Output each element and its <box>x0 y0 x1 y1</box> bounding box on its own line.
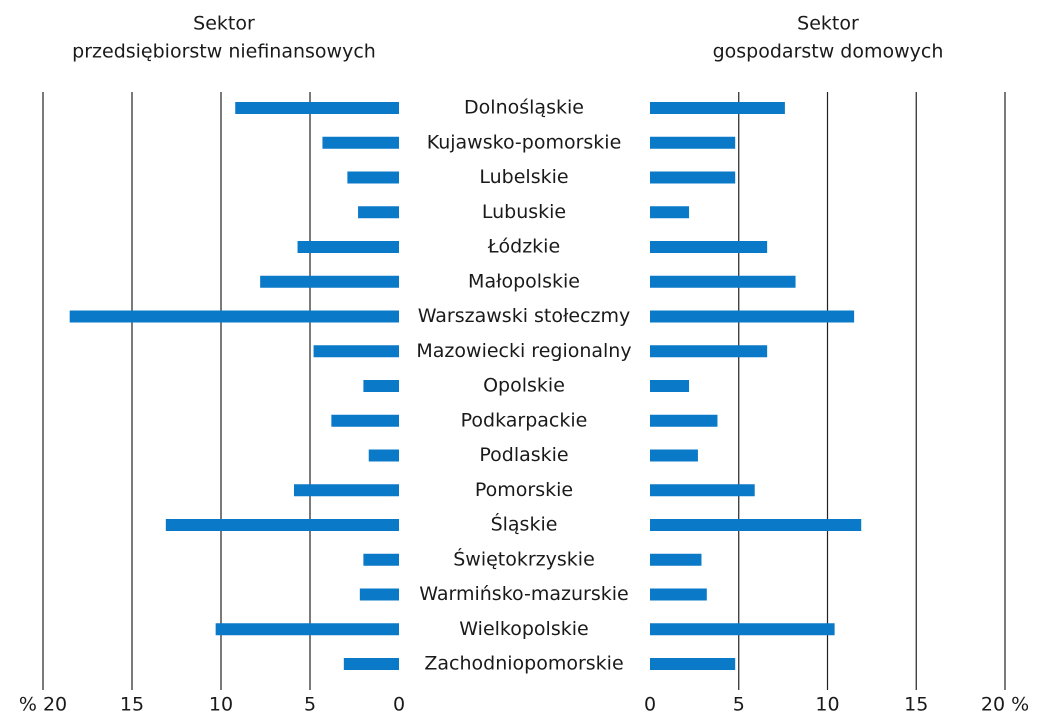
x-tick-label: 15 <box>120 694 144 715</box>
bar <box>650 519 862 531</box>
category-label: Śląskie <box>491 512 558 536</box>
bar <box>650 449 698 462</box>
x-tick-label: 5 <box>304 694 316 715</box>
chart-title: gospodarstw domowych <box>713 41 944 63</box>
category-label: Warmińsko-mazurskie <box>419 583 628 605</box>
bar <box>650 206 690 219</box>
bar <box>235 102 399 114</box>
category-label: Pomorskie <box>475 479 573 501</box>
category-label: Zachodniopomorskie <box>424 653 623 675</box>
x-tick-label: 10 <box>815 694 839 715</box>
bar <box>650 136 736 149</box>
category-label: Lubelskie <box>479 166 568 188</box>
category-label: Łódzkie <box>487 236 560 258</box>
bar <box>359 588 399 601</box>
category-label: Świętokrzyskie <box>453 546 595 570</box>
bar <box>650 241 768 253</box>
bar <box>293 484 399 497</box>
category-label: Warszawski stołeczmy <box>418 305 631 327</box>
bar <box>650 171 736 184</box>
bar <box>650 102 785 114</box>
bar <box>650 553 702 566</box>
x-tick-label: 0 <box>393 694 405 715</box>
bar <box>297 241 399 253</box>
bar <box>343 658 399 670</box>
category-label: Kujawsko-pomorskie <box>427 131 622 153</box>
bar <box>650 623 835 636</box>
x-tick-label: % 20 <box>19 694 67 715</box>
category-label: Mazowiecki regionalny <box>416 340 631 362</box>
category-label: Lubuskie <box>482 201 566 223</box>
bar <box>650 588 707 601</box>
bar <box>650 658 736 670</box>
bar <box>363 553 399 566</box>
bar <box>368 449 399 462</box>
bar <box>650 484 755 497</box>
bar <box>260 275 399 288</box>
category-label: Podlaskie <box>479 444 568 466</box>
x-tick-label: 0 <box>644 694 656 715</box>
chart-title: Sektor <box>193 13 255 35</box>
bar <box>358 206 399 219</box>
x-tick-label: 10 <box>209 694 233 715</box>
bar <box>650 414 718 427</box>
bar <box>363 380 399 392</box>
bar <box>313 345 399 358</box>
x-tick-label: 20 % <box>981 694 1029 715</box>
category-label: Podkarpackie <box>461 409 588 431</box>
bar <box>165 519 399 531</box>
bar <box>347 171 399 184</box>
chart-title: Sektor <box>797 13 859 35</box>
category-label: Opolskie <box>483 375 565 397</box>
x-tick-label: 5 <box>733 694 745 715</box>
bar <box>322 136 399 149</box>
chart-title: przedsiębiorstw niefinansowych <box>72 41 376 63</box>
bar <box>331 414 399 427</box>
bar <box>650 310 855 323</box>
x-tick-label: 15 <box>904 694 928 715</box>
bar <box>650 380 690 392</box>
bar <box>69 310 399 323</box>
category-label: Małopolskie <box>468 270 580 292</box>
category-label: Wielkopolskie <box>459 618 588 640</box>
category-label: Dolnośląskie <box>464 97 584 119</box>
bar <box>650 275 796 288</box>
bar <box>215 623 399 636</box>
bar <box>650 345 768 358</box>
